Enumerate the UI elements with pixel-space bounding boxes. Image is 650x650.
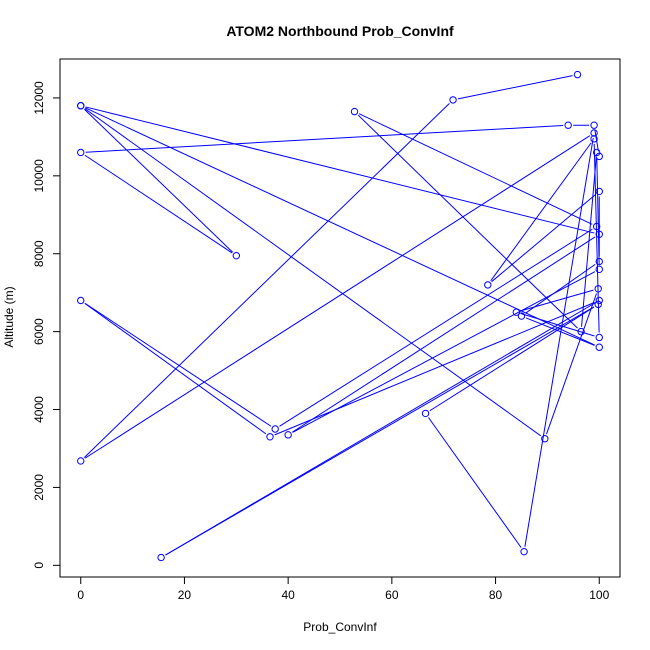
series-segment xyxy=(525,263,596,314)
y-tick-label: 2000 xyxy=(32,474,46,501)
x-tick-label: 0 xyxy=(77,588,84,602)
data-point xyxy=(590,129,598,137)
series-segment xyxy=(429,306,595,412)
x-axis: 0 20 40 60 80 100 xyxy=(77,576,610,602)
data-point xyxy=(595,187,603,196)
data-point xyxy=(512,308,520,316)
data-point xyxy=(266,433,274,441)
x-tick-label: 20 xyxy=(178,588,192,602)
y-axis-label: Altitude (m) xyxy=(2,286,16,347)
x-tick-label: 80 xyxy=(489,588,503,602)
data-point xyxy=(592,148,601,157)
series-segment xyxy=(84,154,233,254)
data-point xyxy=(595,257,603,266)
y-tick-label: 12000 xyxy=(32,81,46,115)
data-point xyxy=(595,230,603,238)
data-point xyxy=(271,425,279,433)
series-segment xyxy=(165,302,596,556)
chart-title: ATOM2 Northbound Prob_ConvInf xyxy=(226,23,454,39)
x-tick-label: 60 xyxy=(385,588,399,602)
data-point xyxy=(284,431,292,439)
data-point xyxy=(517,312,526,320)
series-segment xyxy=(581,157,597,327)
x-axis-label: Prob_ConvInf xyxy=(303,620,377,634)
data-point xyxy=(350,107,359,116)
series-segment xyxy=(85,106,595,234)
data-point xyxy=(421,409,430,418)
series-segment xyxy=(84,302,272,427)
data-point xyxy=(77,148,85,157)
series-segment xyxy=(85,124,564,153)
series-segment xyxy=(596,157,600,265)
series-segment xyxy=(84,302,267,435)
data-point xyxy=(592,222,601,231)
series-segment xyxy=(84,108,542,437)
data-point xyxy=(77,457,85,465)
y-tick-label: 6000 xyxy=(32,318,46,345)
data-point xyxy=(157,553,165,562)
y-tick-label: 8000 xyxy=(32,240,46,267)
data-point xyxy=(594,285,602,293)
series-segment xyxy=(292,271,596,433)
data-point xyxy=(77,296,85,305)
data-point xyxy=(573,70,582,79)
data-point xyxy=(484,281,492,289)
data-point xyxy=(232,251,240,260)
series-segment xyxy=(525,317,595,346)
series-segment xyxy=(83,103,450,458)
data-point xyxy=(449,96,457,104)
data-series xyxy=(77,70,603,562)
series-segment xyxy=(292,236,596,433)
series-segment xyxy=(428,417,522,548)
series-segment xyxy=(490,142,592,282)
data-point xyxy=(595,265,603,274)
data-point xyxy=(595,152,603,161)
data-point xyxy=(595,333,603,342)
data-point xyxy=(577,327,585,336)
data-point xyxy=(595,343,603,351)
y-tick-label: 0 xyxy=(32,562,46,569)
series-segment xyxy=(491,194,596,283)
series-segment xyxy=(357,114,578,329)
x-tick-label: 100 xyxy=(589,588,609,602)
data-point xyxy=(594,300,602,309)
y-tick-label: 10000 xyxy=(32,159,46,193)
data-point xyxy=(77,102,85,110)
data-point xyxy=(595,296,603,305)
series-segment xyxy=(83,108,234,253)
y-tick-label: 4000 xyxy=(32,396,46,423)
series-segment xyxy=(520,313,595,337)
data-point xyxy=(590,121,598,129)
series-segment xyxy=(524,137,594,547)
data-point xyxy=(564,121,572,129)
data-point xyxy=(520,547,528,556)
x-tick-label: 40 xyxy=(281,588,295,602)
y-axis: 0 2000 4000 6000 8000 10000 12000 xyxy=(32,81,61,569)
series-segment xyxy=(358,113,593,225)
series-segment xyxy=(546,293,598,435)
data-point xyxy=(541,435,549,443)
series-segment xyxy=(84,135,591,459)
data-point xyxy=(590,135,598,143)
series-segment xyxy=(279,228,593,427)
series-segment xyxy=(457,75,573,100)
